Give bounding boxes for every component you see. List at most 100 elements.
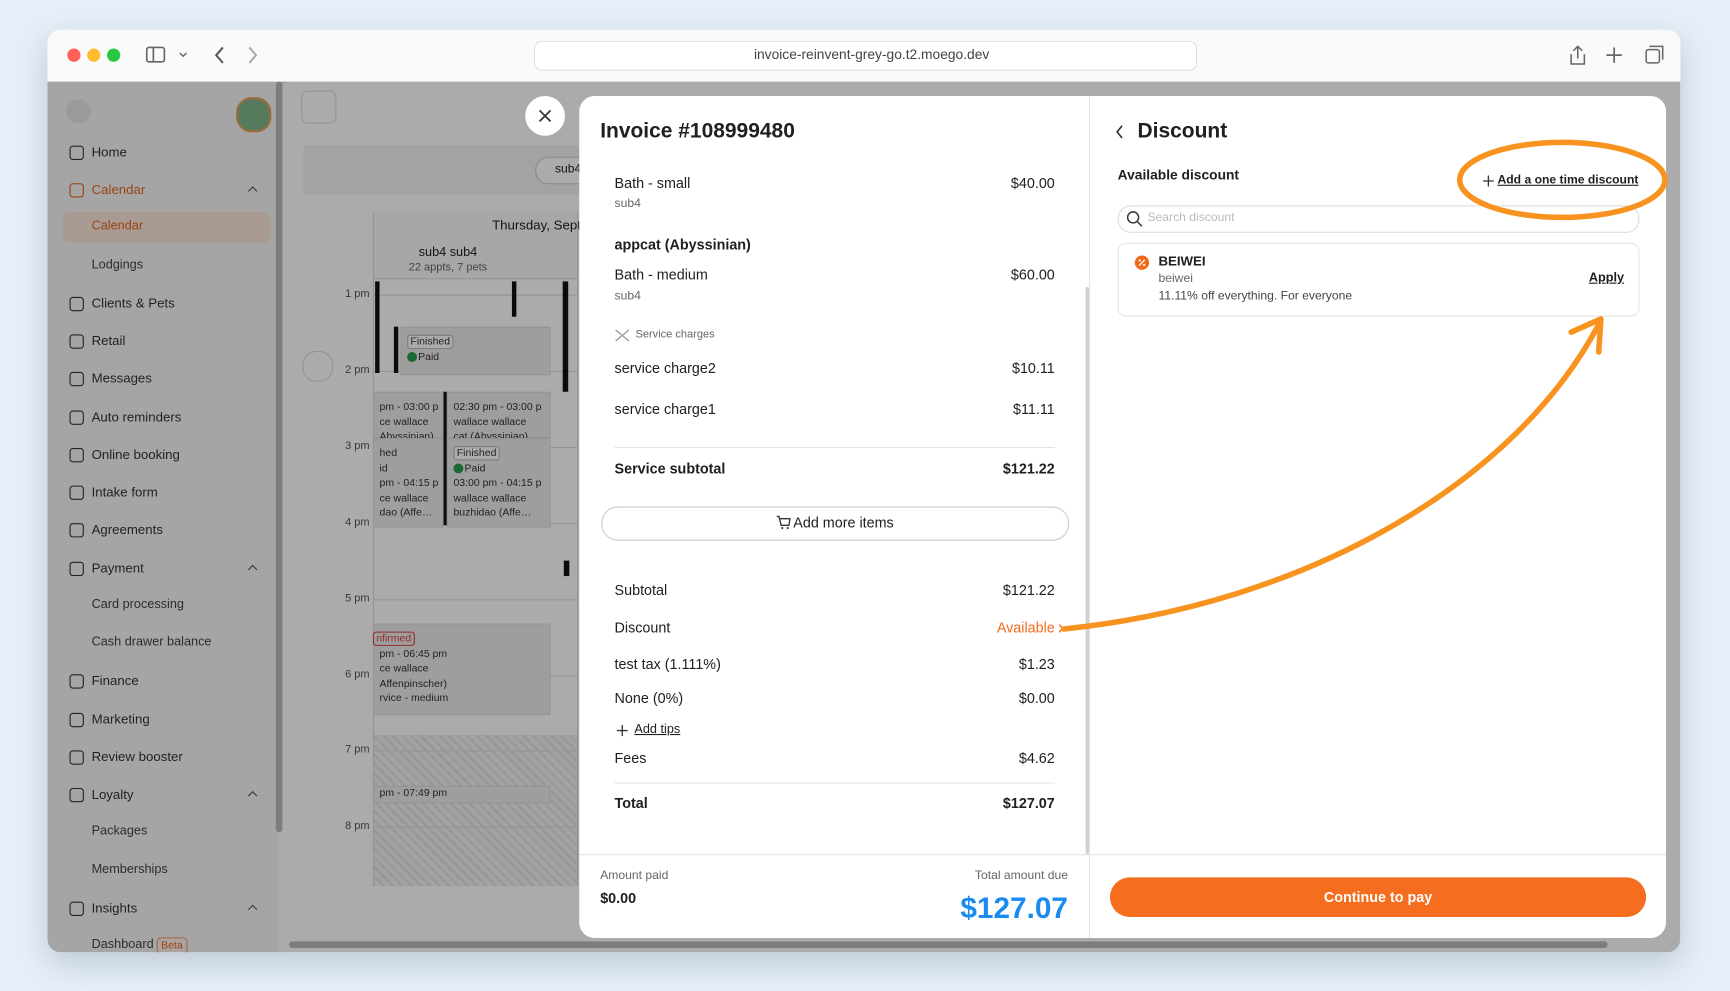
staff-bar bbox=[562, 281, 569, 392]
nav-item[interactable]: Clients & Pets bbox=[91, 295, 175, 311]
staff-header bbox=[372, 211, 579, 280]
discount-description: 11.11% off everything. For everyone bbox=[1158, 289, 1353, 303]
nav-item[interactable]: Loyalty bbox=[91, 786, 134, 803]
invoice-scrollbar bbox=[1085, 286, 1089, 855]
nav-subitem[interactable]: Card processing bbox=[91, 598, 184, 612]
back-button[interactable] bbox=[1115, 125, 1124, 139]
charge-name: service charge1 bbox=[614, 400, 716, 418]
filter-label: sub4 bbox=[554, 162, 582, 176]
nav-icon bbox=[69, 372, 84, 387]
nav-icon bbox=[69, 296, 84, 312]
app-logo[interactable] bbox=[301, 90, 337, 124]
divider bbox=[614, 782, 1055, 784]
column-divider bbox=[1088, 96, 1091, 939]
nav-item[interactable]: Auto reminders bbox=[91, 408, 182, 425]
cart-icon bbox=[776, 515, 791, 530]
total-label: Total bbox=[614, 794, 648, 812]
nav-icon bbox=[69, 788, 84, 803]
nav-subitem[interactable]: Dashboard bbox=[91, 938, 154, 952]
nav-item[interactable]: Review booster bbox=[91, 748, 183, 765]
due-value: $127.07 bbox=[960, 891, 1069, 925]
appointment-text: wallace wallace bbox=[453, 415, 527, 428]
minimize-window[interactable] bbox=[87, 48, 101, 62]
nav-icon bbox=[69, 334, 84, 349]
nav-subitem[interactable]: Memberships bbox=[91, 862, 168, 876]
item-price: $60.00 bbox=[1010, 266, 1055, 283]
sidebar-scrollbar bbox=[275, 81, 283, 833]
menu-button[interactable] bbox=[66, 99, 91, 124]
nav-icons[interactable] bbox=[141, 42, 273, 68]
arrow bbox=[1060, 321, 1602, 632]
add-one-time-discount[interactable]: Add a one time discount bbox=[1497, 173, 1639, 187]
nav-item[interactable]: Agreements bbox=[91, 522, 163, 538]
search-input[interactable] bbox=[1117, 205, 1640, 233]
item-name: Bath - small bbox=[614, 174, 691, 192]
apply-button[interactable]: Apply bbox=[1588, 271, 1625, 285]
add-items-button[interactable] bbox=[601, 506, 1070, 541]
total-value: $127.07 bbox=[1002, 794, 1055, 812]
nav-subitem[interactable]: Packages bbox=[91, 824, 148, 839]
nav-item[interactable]: Insights bbox=[91, 900, 138, 916]
appointment-text: Paid bbox=[464, 462, 486, 475]
item-staff: sub4 bbox=[614, 196, 641, 211]
appointment[interactable] bbox=[446, 391, 551, 439]
subtotal-value: $121.22 bbox=[1002, 460, 1055, 477]
summary-value: $121.22 bbox=[1002, 581, 1055, 599]
nav-icon bbox=[69, 145, 84, 161]
nav-item[interactable]: Calendar bbox=[91, 182, 146, 198]
appointment[interactable] bbox=[372, 438, 444, 528]
staff-bar bbox=[442, 391, 447, 526]
continue-label: Continue to pay bbox=[1323, 888, 1433, 906]
appointment-text: pm - 06:45 pm bbox=[379, 647, 448, 660]
search-placeholder: Search discount bbox=[1147, 211, 1235, 225]
appointment-text: 03:00 pm - 04:15 p bbox=[453, 477, 542, 490]
service-charge-icon bbox=[615, 329, 630, 342]
nav-item[interactable]: Online booking bbox=[91, 446, 180, 463]
invoice-modal bbox=[579, 96, 1667, 939]
appointment-text: id bbox=[379, 462, 388, 475]
appointment-text: pm - 04:15 p bbox=[379, 477, 439, 490]
search-icon bbox=[1126, 211, 1143, 227]
url-bar[interactable] bbox=[534, 40, 1198, 71]
subtotal-label: Service subtotal bbox=[614, 460, 726, 477]
summary-label: test tax (1.111%) bbox=[614, 655, 721, 673]
nav-icon bbox=[69, 750, 84, 765]
discount-card bbox=[1117, 242, 1640, 317]
appointment[interactable] bbox=[372, 785, 551, 804]
hour-line bbox=[372, 826, 578, 828]
appointment-text: hed bbox=[379, 447, 398, 460]
nav-item[interactable]: Messages bbox=[91, 371, 152, 387]
charge-price: $11.11 bbox=[1013, 400, 1055, 418]
nav-subitem[interactable]: Calendar bbox=[91, 220, 144, 234]
nav-item[interactable]: Finance bbox=[91, 673, 139, 689]
add-tips[interactable]: Add tips bbox=[634, 722, 681, 737]
fees-value: $4.62 bbox=[1018, 749, 1055, 767]
expand-button[interactable] bbox=[302, 350, 334, 382]
time-label: 8 pm bbox=[345, 820, 370, 833]
nav-icon bbox=[69, 674, 84, 690]
nav-item[interactable]: Home bbox=[91, 144, 127, 160]
item-price: $40.00 bbox=[1010, 174, 1055, 192]
zoom-window[interactable] bbox=[107, 48, 121, 62]
continue-button[interactable] bbox=[1109, 877, 1647, 918]
time-label: 3 pm bbox=[345, 440, 370, 453]
available-label: Available discount bbox=[1117, 167, 1240, 183]
nav-icon bbox=[69, 485, 84, 501]
close-window[interactable] bbox=[67, 48, 81, 62]
appointment[interactable] bbox=[372, 623, 551, 716]
company-logo[interactable] bbox=[236, 97, 272, 133]
column-line bbox=[577, 211, 579, 887]
plus-icon bbox=[1482, 175, 1494, 187]
appointment-text: 02:30 pm - 03:00 p bbox=[453, 400, 542, 414]
nav-subitem[interactable]: Cash drawer balance bbox=[91, 635, 212, 650]
nav-item[interactable]: Intake form bbox=[91, 484, 158, 500]
nav-icon bbox=[69, 901, 84, 916]
nav-item[interactable]: Payment bbox=[91, 559, 144, 576]
discount-available[interactable]: Available bbox=[996, 619, 1055, 636]
blocked-time bbox=[372, 734, 578, 887]
nav-item[interactable]: Marketing bbox=[91, 711, 150, 727]
nav-subitem[interactable]: Lodgings bbox=[91, 258, 144, 272]
nav-item[interactable]: Retail bbox=[91, 333, 126, 349]
toolbar-actions[interactable] bbox=[1567, 42, 1666, 68]
appointment[interactable] bbox=[372, 391, 444, 439]
